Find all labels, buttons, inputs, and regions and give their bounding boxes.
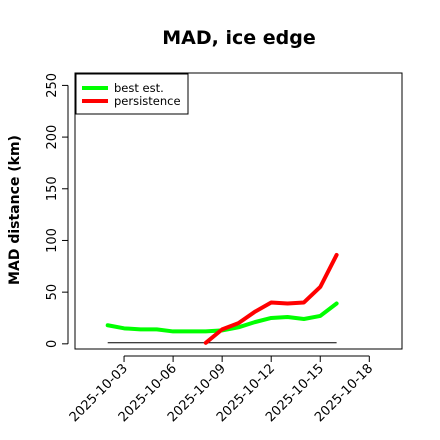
legend-label-persistence: persistence	[114, 94, 181, 108]
y-tick-label: 100	[45, 228, 60, 253]
legend: best est. persistence	[75, 73, 189, 115]
y-tick-label: 200	[45, 125, 60, 150]
y-axis-label: MAD distance (km)	[7, 135, 23, 285]
x-axis: 2025-10-032025-10-062025-10-092025-10-12…	[67, 355, 376, 425]
chart-title: MAD, ice edge	[162, 27, 315, 49]
series-line-persistence	[203, 252, 339, 345]
plot-frame	[74, 72, 403, 350]
y-axis: 0 50 100 150 200 250	[45, 73, 69, 348]
legend-box	[75, 73, 189, 115]
y-tick-label: 50	[45, 284, 60, 301]
y-tick-label: 150	[45, 176, 60, 201]
legend-label-best-est: best est.	[114, 81, 164, 95]
y-tick-label: 0	[45, 340, 60, 348]
y-tick-label: 250	[45, 73, 60, 98]
plot-series	[105, 252, 339, 345]
